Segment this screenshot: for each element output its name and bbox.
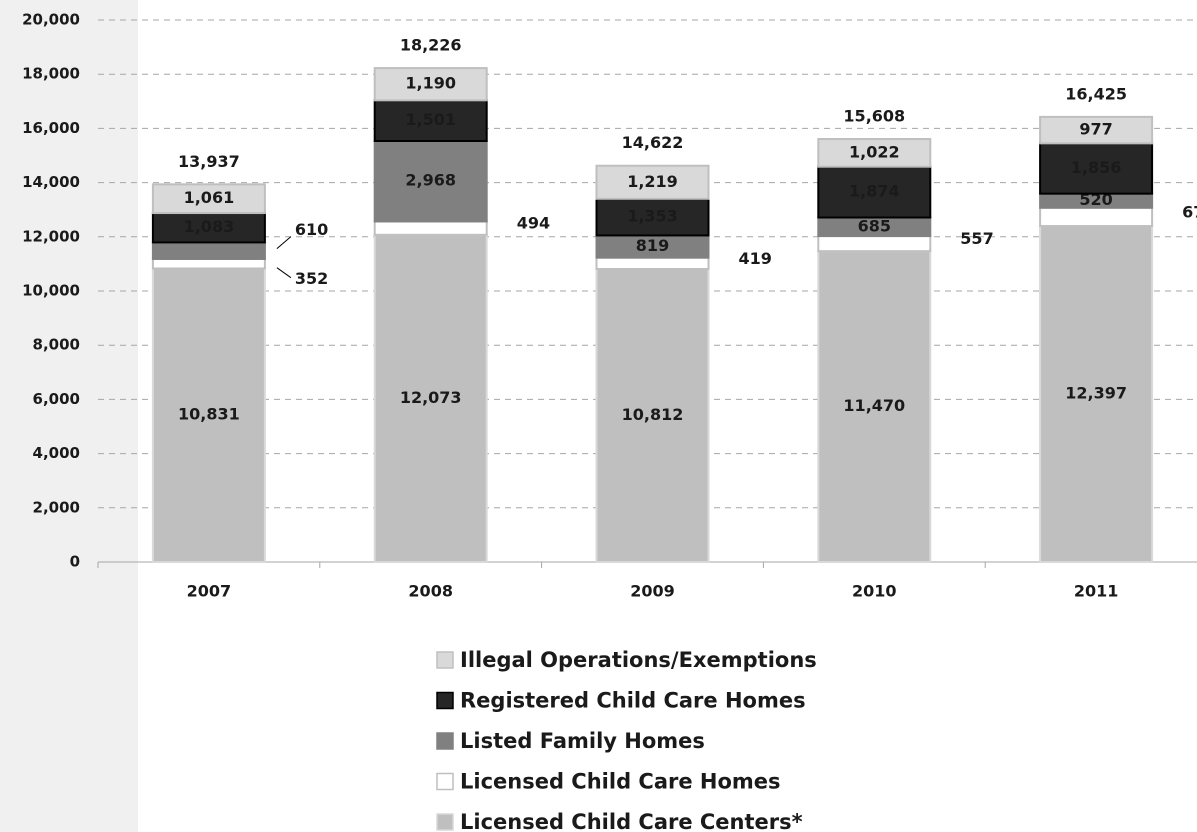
- value-label: 12,073: [400, 388, 462, 407]
- value-label: 419: [739, 249, 772, 268]
- bar-segment: [373, 220, 488, 236]
- value-label: 494: [517, 214, 550, 233]
- x-tick-label: 2009: [630, 582, 675, 601]
- bar-segment: [817, 165, 932, 219]
- bar-segment: [373, 67, 488, 102]
- bar-segment: [151, 183, 266, 215]
- x-tick-label: 2007: [187, 582, 232, 601]
- legend-swatch: [436, 732, 454, 750]
- value-label: 675: [1182, 202, 1197, 221]
- legend-label: Registered Child Care Homes: [460, 689, 806, 713]
- y-tick-label: 14,000: [22, 173, 80, 191]
- y-tick-label: 2,000: [33, 498, 80, 516]
- value-label: 685: [858, 216, 891, 235]
- bar-segment: [595, 267, 710, 563]
- side-panel: [0, 0, 138, 832]
- legend-label: Illegal Operations/Exemptions: [460, 648, 817, 672]
- bar-segment: [595, 256, 710, 270]
- value-label: 11,470: [843, 396, 905, 415]
- bar-segment: [151, 257, 266, 270]
- bar-segment: [1039, 225, 1154, 564]
- total-label: 15,608: [843, 107, 905, 126]
- total-label: 18,226: [400, 36, 462, 55]
- bar-segment: [817, 250, 932, 563]
- bar-segment: [1039, 206, 1154, 228]
- bar-segment: [817, 235, 932, 253]
- value-label: 1,856: [1071, 158, 1122, 177]
- x-tick-label: 2011: [1074, 582, 1119, 601]
- y-tick-label: 6,000: [33, 390, 80, 408]
- value-label: 1,061: [184, 188, 235, 207]
- legend-swatch: [436, 813, 454, 831]
- y-tick-label: 0: [70, 553, 80, 571]
- legend-swatch: [436, 691, 454, 710]
- y-tick-label: 8,000: [33, 336, 80, 354]
- bar-segment: [151, 241, 266, 260]
- value-label: 10,812: [622, 405, 684, 424]
- leader-line: [276, 267, 292, 279]
- value-label: 1,501: [405, 110, 456, 129]
- leader-line: [276, 236, 292, 250]
- y-tick-label: 20,000: [22, 11, 80, 29]
- y-tick-label: 10,000: [22, 282, 80, 300]
- value-label: 1,190: [405, 74, 456, 93]
- y-tick-label: 12,000: [22, 227, 80, 245]
- bar-segment: [595, 164, 710, 200]
- value-label: 1,353: [627, 207, 678, 226]
- value-label: 977: [1079, 120, 1112, 139]
- total-label: 16,425: [1065, 84, 1127, 103]
- value-label: 520: [1079, 190, 1112, 209]
- y-tick-label: 18,000: [22, 65, 80, 83]
- legend-swatch: [436, 651, 454, 669]
- legend-swatch: [436, 772, 454, 791]
- total-label: 13,937: [178, 152, 240, 171]
- value-label: 819: [636, 236, 669, 255]
- total-label: 14,622: [622, 133, 684, 152]
- y-tick-label: 4,000: [33, 444, 80, 462]
- value-label: 12,397: [1065, 384, 1127, 403]
- legend-label: Licensed Child Care Centers*: [460, 810, 803, 832]
- bar-segment: [151, 267, 266, 563]
- y-tick-label: 16,000: [22, 119, 80, 137]
- value-label: 610: [295, 220, 328, 239]
- bar-segment: [817, 138, 932, 168]
- value-label: 2,968: [405, 171, 456, 190]
- x-tick-label: 2010: [852, 582, 897, 601]
- value-label: 10,831: [178, 405, 240, 424]
- bar-segment: [1039, 115, 1154, 145]
- value-label: 352: [295, 269, 328, 288]
- legend-label: Licensed Child Care Homes: [460, 770, 781, 794]
- value-label: 1,219: [627, 172, 678, 191]
- value-label: 557: [960, 229, 993, 248]
- bar-segment: [595, 197, 710, 237]
- legend-label: Listed Family Homes: [460, 729, 705, 753]
- value-label: 1,022: [849, 142, 900, 161]
- x-tick-label: 2008: [408, 582, 453, 601]
- value-label: 1,083: [184, 217, 235, 236]
- value-label: 1,874: [849, 182, 900, 201]
